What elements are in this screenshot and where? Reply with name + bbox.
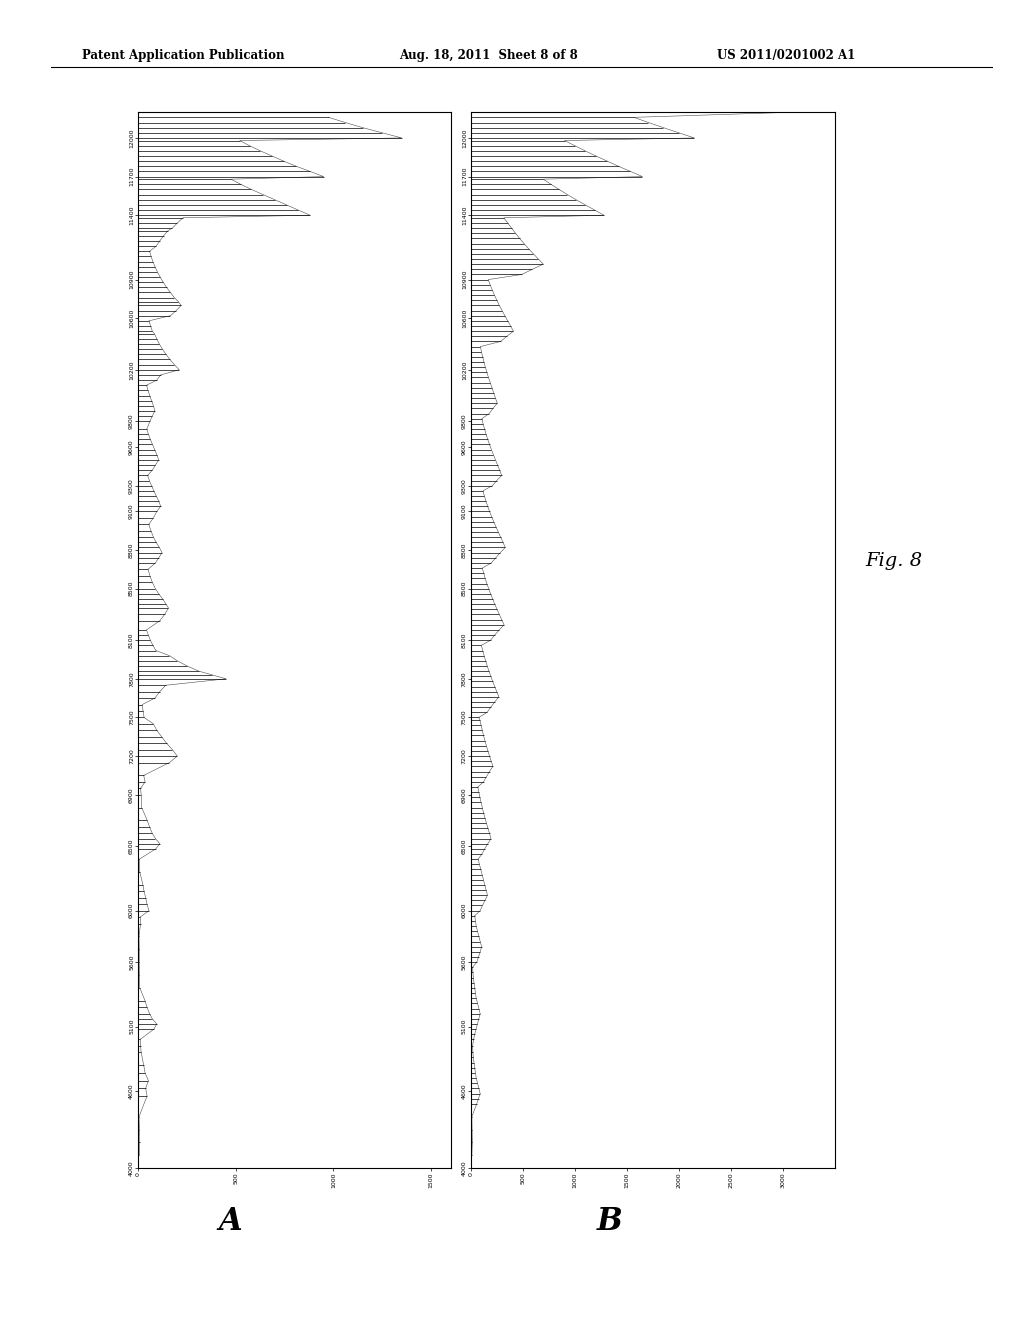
Text: B: B <box>596 1205 623 1237</box>
Text: US 2011/0201002 A1: US 2011/0201002 A1 <box>717 49 855 62</box>
Text: Aug. 18, 2011  Sheet 8 of 8: Aug. 18, 2011 Sheet 8 of 8 <box>399 49 579 62</box>
Text: A: A <box>218 1205 243 1237</box>
Text: Fig. 8: Fig. 8 <box>865 552 923 570</box>
Text: Patent Application Publication: Patent Application Publication <box>82 49 285 62</box>
